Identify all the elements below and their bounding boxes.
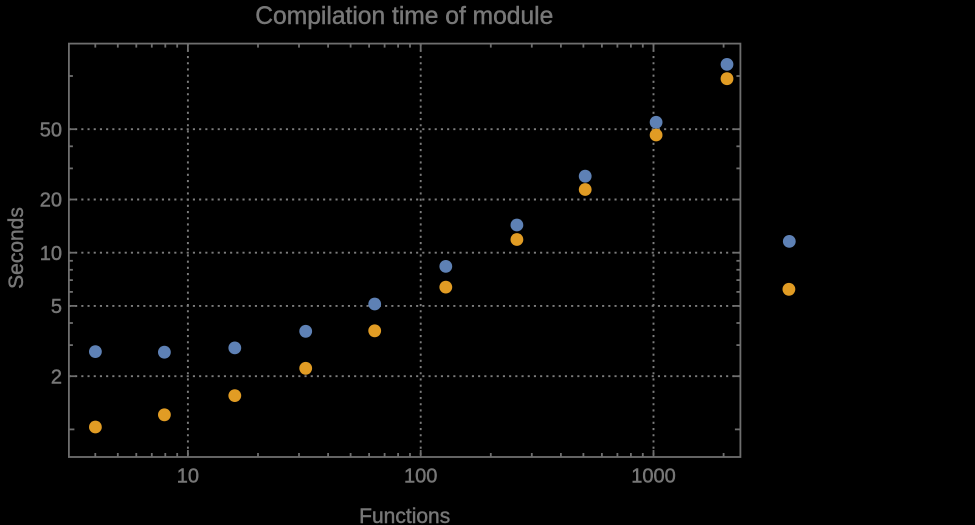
svg-text:10: 10 (177, 466, 199, 488)
svg-text:20: 20 (40, 190, 62, 212)
svg-text:Compilation time of module: Compilation time of module (255, 3, 553, 30)
svg-text:50: 50 (40, 119, 62, 141)
svg-text:5: 5 (51, 296, 62, 318)
svg-text:Seconds: Seconds (5, 207, 28, 289)
svg-text:Functions: Functions (359, 505, 450, 525)
svg-text:1000: 1000 (631, 466, 676, 488)
svg-text:2: 2 (51, 366, 62, 388)
svg-text:10: 10 (40, 243, 62, 265)
svg-text:100: 100 (404, 466, 437, 488)
